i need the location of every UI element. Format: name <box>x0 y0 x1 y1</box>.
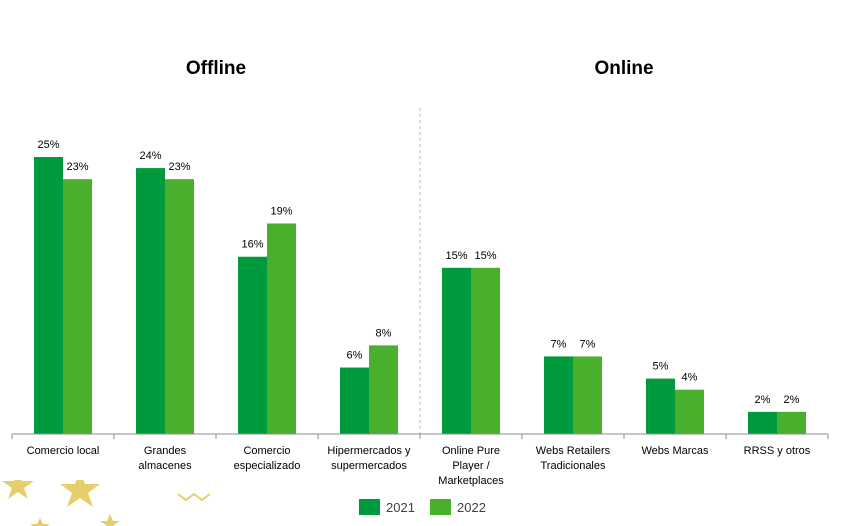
data-label-2022-4: 15% <box>474 250 496 262</box>
bar-2021-2 <box>238 256 267 434</box>
bar-2021-1 <box>136 168 165 434</box>
data-label-2022-1: 23% <box>168 161 190 173</box>
category-label: RRSS y otros <box>744 445 811 457</box>
data-label-2021-5: 7% <box>551 338 567 350</box>
data-label-2022-3: 8% <box>376 327 392 339</box>
data-label-2021-7: 2% <box>755 394 771 406</box>
bar-2022-6 <box>675 389 704 434</box>
star-icon <box>30 518 50 526</box>
legend-swatch-2021 <box>359 499 380 515</box>
bar-2022-3 <box>369 345 398 434</box>
data-label-2021-4: 15% <box>445 250 467 262</box>
category-label: especializado <box>234 460 301 472</box>
bar-2022-4 <box>471 267 500 434</box>
bar-2022-2 <box>267 223 296 434</box>
group-title-online: Online <box>594 58 653 79</box>
bar-2021-3 <box>340 367 369 434</box>
category-label: Marketplaces <box>438 475 504 487</box>
category-label: Grandes <box>144 445 187 457</box>
star-icon <box>60 480 100 507</box>
bar-2021-7 <box>748 411 777 434</box>
legend-swatch-2022 <box>430 499 451 515</box>
category-label: Hipermercados y <box>327 445 411 457</box>
category-label: Webs Marcas <box>641 445 709 457</box>
bar-2022-1 <box>165 179 194 434</box>
bar-2021-4 <box>442 267 471 434</box>
wave-decoration <box>177 492 211 502</box>
category-label: Player / <box>452 460 490 472</box>
bar-2022-7 <box>777 411 806 434</box>
category-label: Tradicionales <box>540 460 606 472</box>
decorative-stars <box>2 480 211 526</box>
data-label-2021-6: 5% <box>653 361 669 373</box>
legend-label-2022: 2022 <box>457 500 486 515</box>
data-label-2022-5: 7% <box>580 338 596 350</box>
data-label-2022-0: 23% <box>66 161 88 173</box>
group-title-offline: Offline <box>186 58 246 79</box>
star-icon <box>2 480 34 499</box>
category-label: Comercio <box>243 445 290 457</box>
category-label: Webs Retailers <box>536 445 611 457</box>
data-label-2022-6: 4% <box>682 372 698 384</box>
bar-2021-0 <box>34 157 63 434</box>
data-label-2021-2: 16% <box>241 239 263 251</box>
bar-2021-6 <box>646 378 675 434</box>
data-label-2022-7: 2% <box>784 394 800 406</box>
legend-label-2021: 2021 <box>386 500 415 515</box>
bar-2021-5 <box>544 356 573 434</box>
data-label-2021-0: 25% <box>37 139 59 151</box>
category-label: Comercio local <box>27 445 100 457</box>
star-icon <box>100 514 120 526</box>
bar-2022-5 <box>573 356 602 434</box>
data-label-2021-3: 6% <box>347 350 363 362</box>
data-label-2021-1: 24% <box>139 150 161 162</box>
data-label-2022-2: 19% <box>270 205 292 217</box>
category-label: supermercados <box>331 460 407 472</box>
bar-2022-0 <box>63 179 92 434</box>
category-label: Online Pure <box>442 445 500 457</box>
category-label: almacenes <box>138 460 192 472</box>
